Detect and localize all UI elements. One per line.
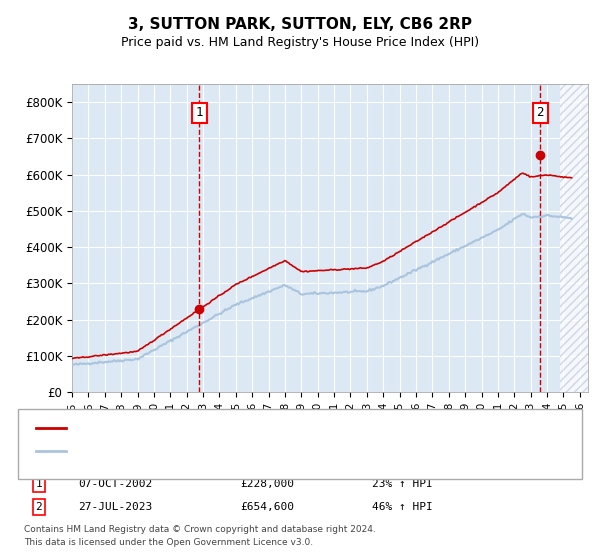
Text: 3, SUTTON PARK, SUTTON, ELY, CB6 2RP (detached house): 3, SUTTON PARK, SUTTON, ELY, CB6 2RP (de… (72, 423, 403, 433)
Text: Contains HM Land Registry data © Crown copyright and database right 2024.: Contains HM Land Registry data © Crown c… (24, 525, 376, 534)
Text: 2: 2 (536, 106, 544, 119)
Text: £228,000: £228,000 (240, 479, 294, 489)
Text: 2: 2 (35, 502, 43, 512)
Text: 23% ↑ HPI: 23% ↑ HPI (372, 479, 433, 489)
Text: 27-JUL-2023: 27-JUL-2023 (78, 502, 152, 512)
Text: 46% ↑ HPI: 46% ↑ HPI (372, 502, 433, 512)
Text: £654,600: £654,600 (240, 502, 294, 512)
Text: 1: 1 (35, 479, 43, 489)
Text: 3, SUTTON PARK, SUTTON, ELY, CB6 2RP: 3, SUTTON PARK, SUTTON, ELY, CB6 2RP (128, 17, 472, 32)
Polygon shape (560, 84, 588, 392)
Text: 1: 1 (196, 106, 203, 119)
Text: Price paid vs. HM Land Registry's House Price Index (HPI): Price paid vs. HM Land Registry's House … (121, 36, 479, 49)
Text: This data is licensed under the Open Government Licence v3.0.: This data is licensed under the Open Gov… (24, 538, 313, 547)
Text: HPI: Average price, detached house, East Cambridgeshire: HPI: Average price, detached house, East… (72, 446, 416, 456)
Text: 07-OCT-2002: 07-OCT-2002 (78, 479, 152, 489)
